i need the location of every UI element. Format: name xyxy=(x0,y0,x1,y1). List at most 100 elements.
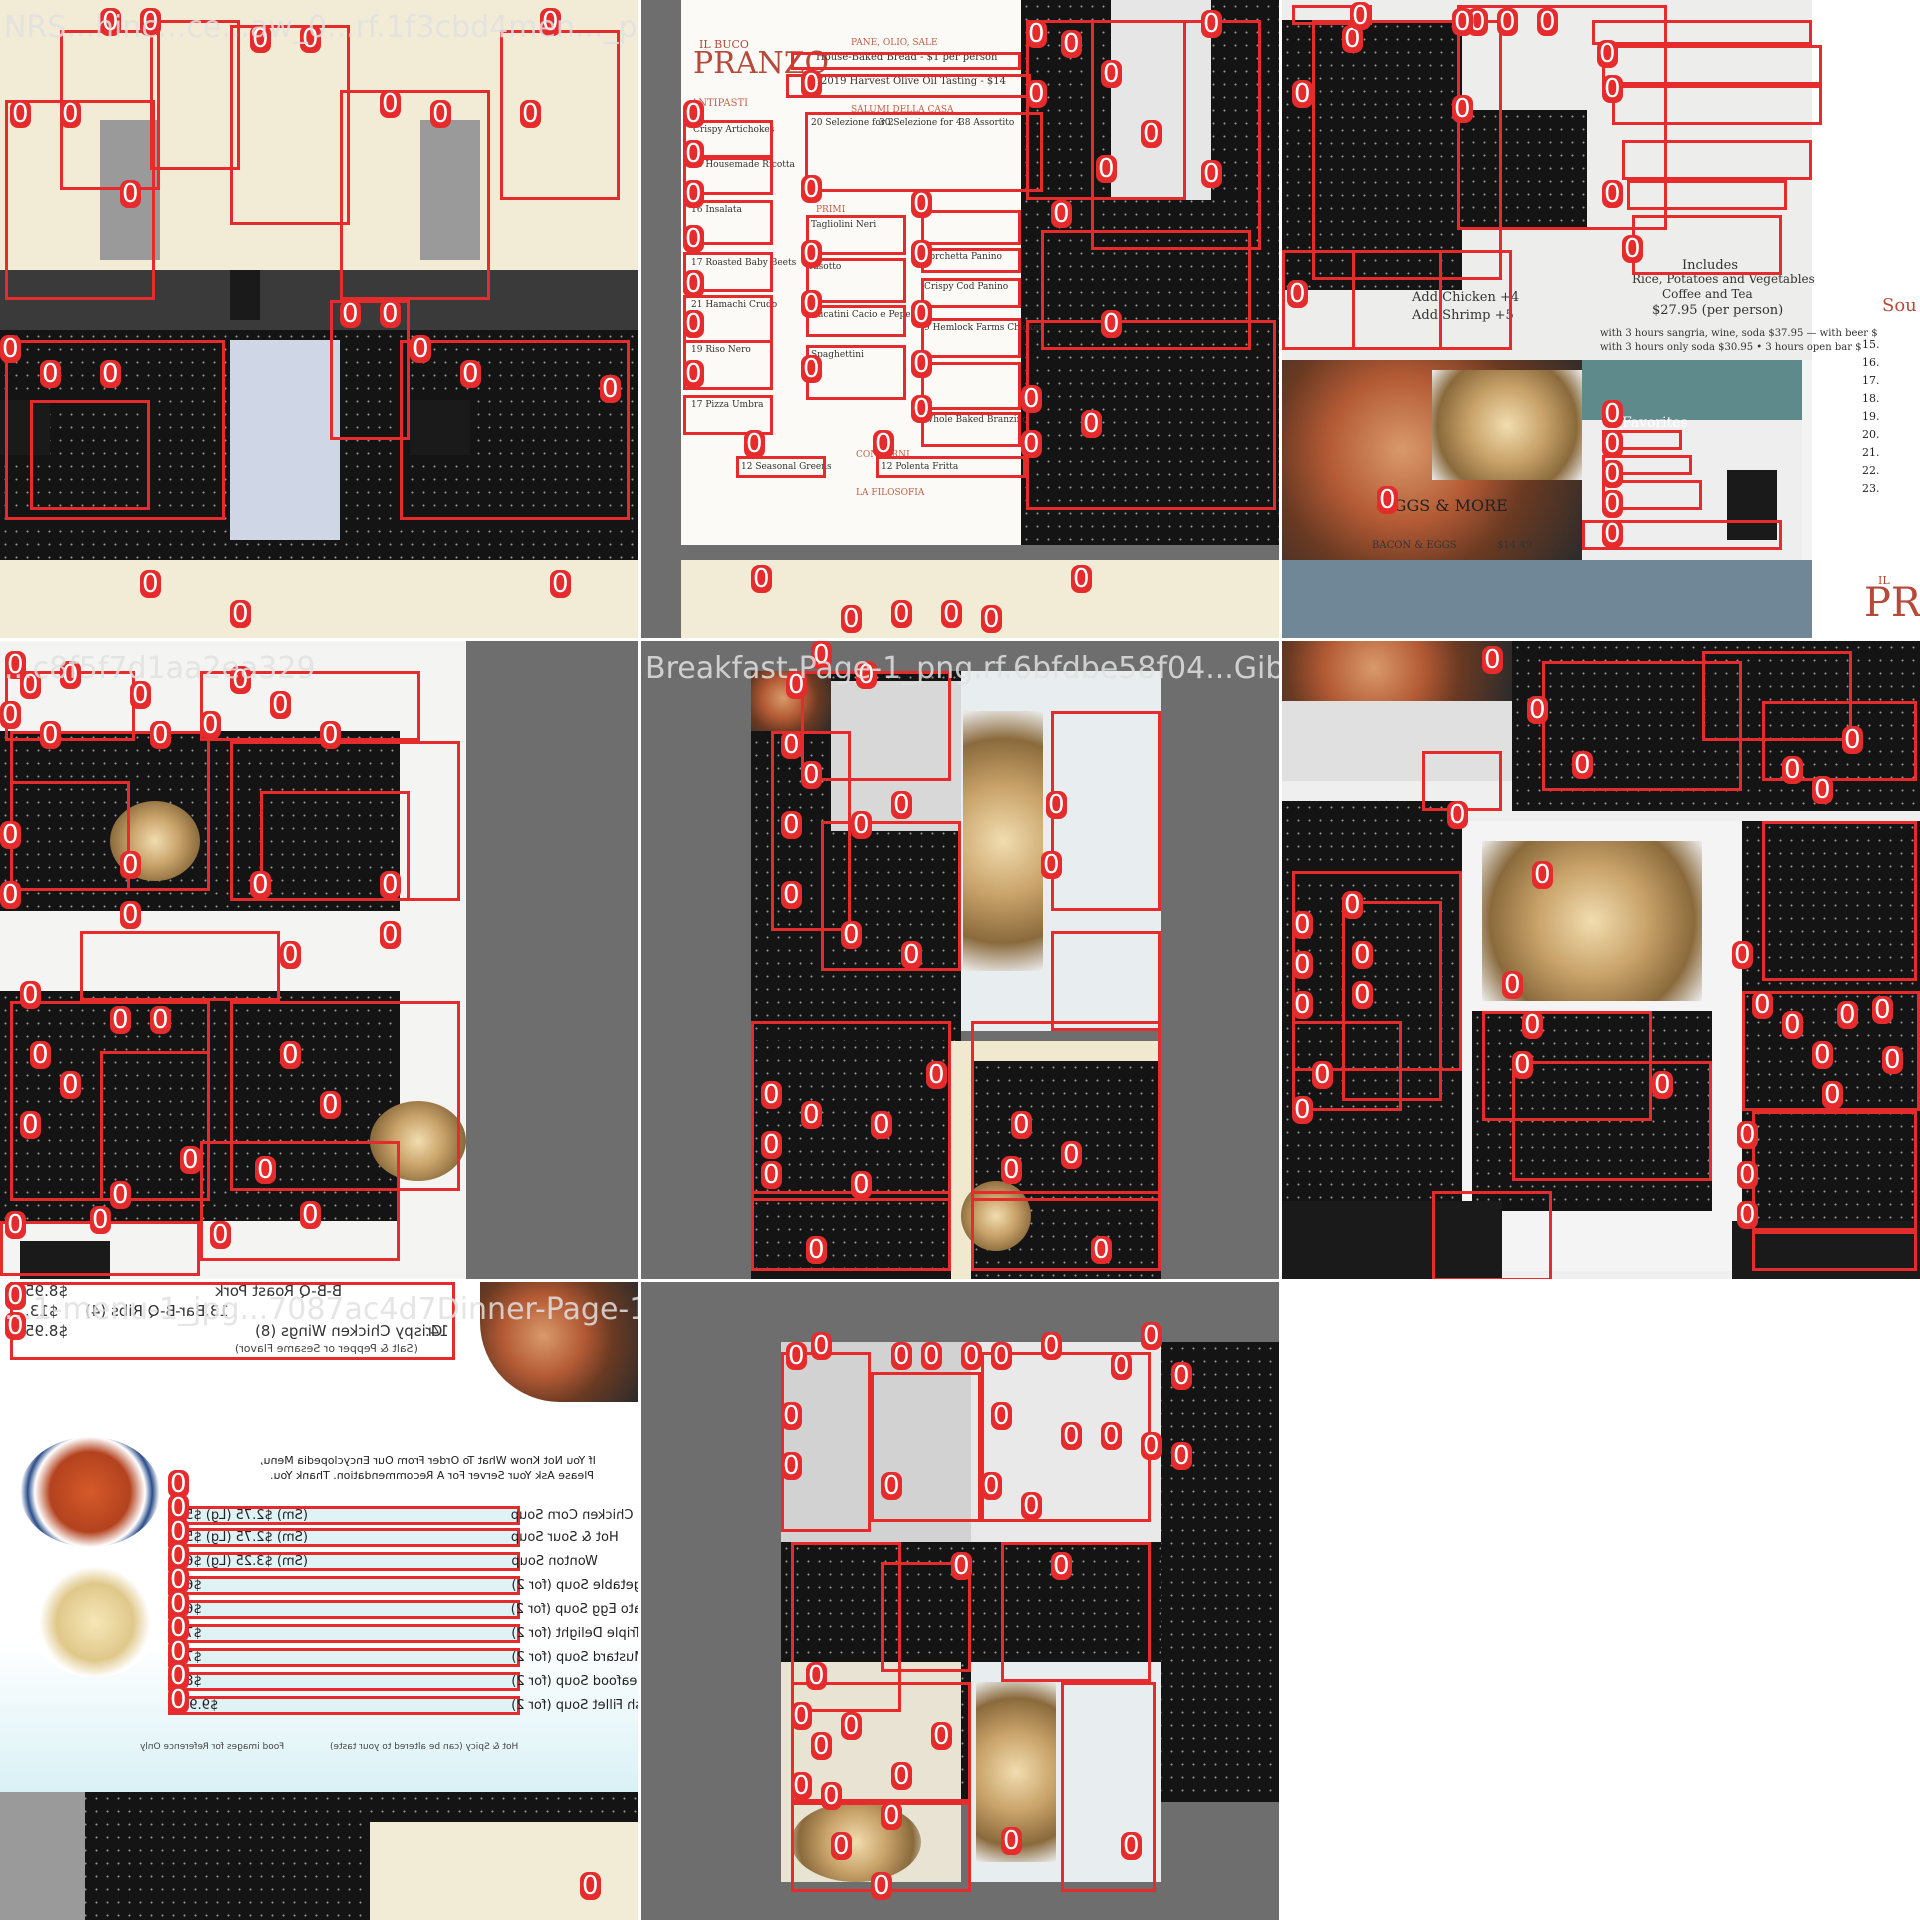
menu-section: ANTIPASTI xyxy=(691,98,749,109)
box-label: 0 xyxy=(1622,234,1643,264)
detection-box xyxy=(1432,1191,1552,1279)
detection-box xyxy=(1041,230,1251,350)
box-label: 0 xyxy=(1822,1080,1843,1110)
menu-section: SALUMI DELLA CASA xyxy=(851,105,954,115)
detection-box xyxy=(921,362,1021,410)
box-label: 0 xyxy=(270,690,291,720)
black-patch xyxy=(0,400,50,455)
number-item: 16. xyxy=(1862,356,1880,369)
box-label: 0 xyxy=(0,820,21,850)
box-label: 0 xyxy=(1121,1831,1142,1861)
box-label: 0 xyxy=(786,1341,807,1371)
box-label: 0 xyxy=(781,1401,802,1431)
box-label: 0 xyxy=(881,1801,902,1831)
menu-item: Favorites xyxy=(1622,415,1688,431)
black-patch xyxy=(20,1241,110,1279)
box-label: 0 xyxy=(683,179,704,209)
menu-item: Spaghettini xyxy=(811,350,864,360)
detection-box xyxy=(5,100,155,300)
food-photo xyxy=(1432,370,1582,480)
box-label: 0 xyxy=(683,99,704,129)
box-label: 0 xyxy=(380,89,401,119)
menu-item: 12 Polenta Fritta xyxy=(881,462,959,472)
box-label: 0 xyxy=(1051,199,1072,229)
detection-box xyxy=(806,305,906,337)
box-label: 0 xyxy=(120,900,141,930)
box-label: 0 xyxy=(1101,309,1122,339)
detection-box xyxy=(1352,250,1512,350)
box-label: 0 xyxy=(600,374,621,404)
menu-item: 19 Riso Nero xyxy=(691,345,751,355)
box-label: 0 xyxy=(911,349,932,379)
menu-item: $14.49 xyxy=(1497,540,1532,551)
soup-name: Seafood Soup (for 2) xyxy=(511,1674,638,1689)
box-label: 0 xyxy=(1782,755,1803,785)
box-label: 0 xyxy=(1201,159,1222,189)
detection-box xyxy=(683,200,773,245)
detection-box xyxy=(736,456,826,478)
box-label: 0 xyxy=(90,1205,111,1235)
detection-box xyxy=(80,931,280,1001)
gray-patch xyxy=(420,120,480,260)
number-item: 17. xyxy=(1862,374,1880,387)
mosaic-tile-7: $8.95 B-B-Q Roast Pork $13. Bar-B-Q Ribs… xyxy=(0,1282,638,1920)
number-item: 23. xyxy=(1862,482,1880,495)
menu-brand-top: IL xyxy=(1878,574,1890,587)
menu-page xyxy=(1282,701,1512,781)
soup-row: Seafood Soup (for 2) $8. xyxy=(168,1672,638,1691)
detection-box xyxy=(400,340,630,520)
box-label: 0 xyxy=(430,99,451,129)
noise-patch xyxy=(80,1792,638,1920)
box-label: 0 xyxy=(1512,1050,1533,1080)
box-label: 0 xyxy=(811,641,832,670)
box-label: 0 xyxy=(250,24,271,54)
box-label: 0 xyxy=(951,1551,972,1581)
detection-box xyxy=(871,1372,981,1522)
menu-item: Includes xyxy=(1682,258,1739,273)
box-label: 0 xyxy=(1737,1120,1758,1150)
box-label: 0 xyxy=(781,730,802,760)
detection-box xyxy=(806,258,906,303)
menu-item: Crispy Artichokes xyxy=(693,125,775,135)
detection-box xyxy=(921,412,1021,447)
menu-page xyxy=(1812,0,1920,638)
box-label: 0 xyxy=(1171,1361,1192,1391)
box-label: 0 xyxy=(5,1210,26,1240)
detection-box xyxy=(1762,821,1917,981)
box-label: 0 xyxy=(811,1731,832,1761)
box-label: 0 xyxy=(781,880,802,910)
box-label: 0 xyxy=(20,670,41,700)
tile-title: Breakfast-Page-1_png.rf.6bfdbe58f04...Gi… xyxy=(645,651,1279,686)
box-label: 0 xyxy=(1482,645,1503,675)
box-label: 0 xyxy=(1312,1060,1333,1090)
menu-item: $27.95 (per person) xyxy=(1652,303,1784,318)
box-label: 0 xyxy=(1046,790,1067,820)
box-label: 0 xyxy=(168,1565,189,1595)
box-label: 0 xyxy=(1081,409,1102,439)
box-label: 0 xyxy=(40,720,61,750)
box-label: 0 xyxy=(60,1070,81,1100)
noise-patch xyxy=(1457,110,1587,230)
detection-box xyxy=(1091,20,1261,250)
menu-page xyxy=(1111,0,1211,200)
box-label: 0 xyxy=(1061,29,1082,59)
box-label: 0 xyxy=(250,870,271,900)
menu-item: 9 Hemlock Farms Chicken xyxy=(924,323,1045,333)
detection-box xyxy=(30,400,150,510)
menu-page xyxy=(781,1342,971,1542)
detection-box xyxy=(971,1021,1161,1201)
menu-item: 38 Assortito xyxy=(959,118,1015,128)
box-label: 0 xyxy=(0,880,21,910)
detection-box xyxy=(1622,140,1812,180)
box-label: 0 xyxy=(841,604,862,634)
box-label: 0 xyxy=(5,1311,26,1341)
box-label: 0 xyxy=(1101,1421,1122,1451)
detection-box xyxy=(5,340,225,520)
soup-row: Fish Fillet Soup (for 2)$9.95 xyxy=(168,1696,638,1715)
detection-box xyxy=(330,300,410,440)
detection-box xyxy=(786,74,1031,98)
box-label: 0 xyxy=(1287,279,1308,309)
box-label: 0 xyxy=(801,174,822,204)
box-label: 0 xyxy=(1447,800,1468,830)
detection-box xyxy=(921,248,1021,273)
